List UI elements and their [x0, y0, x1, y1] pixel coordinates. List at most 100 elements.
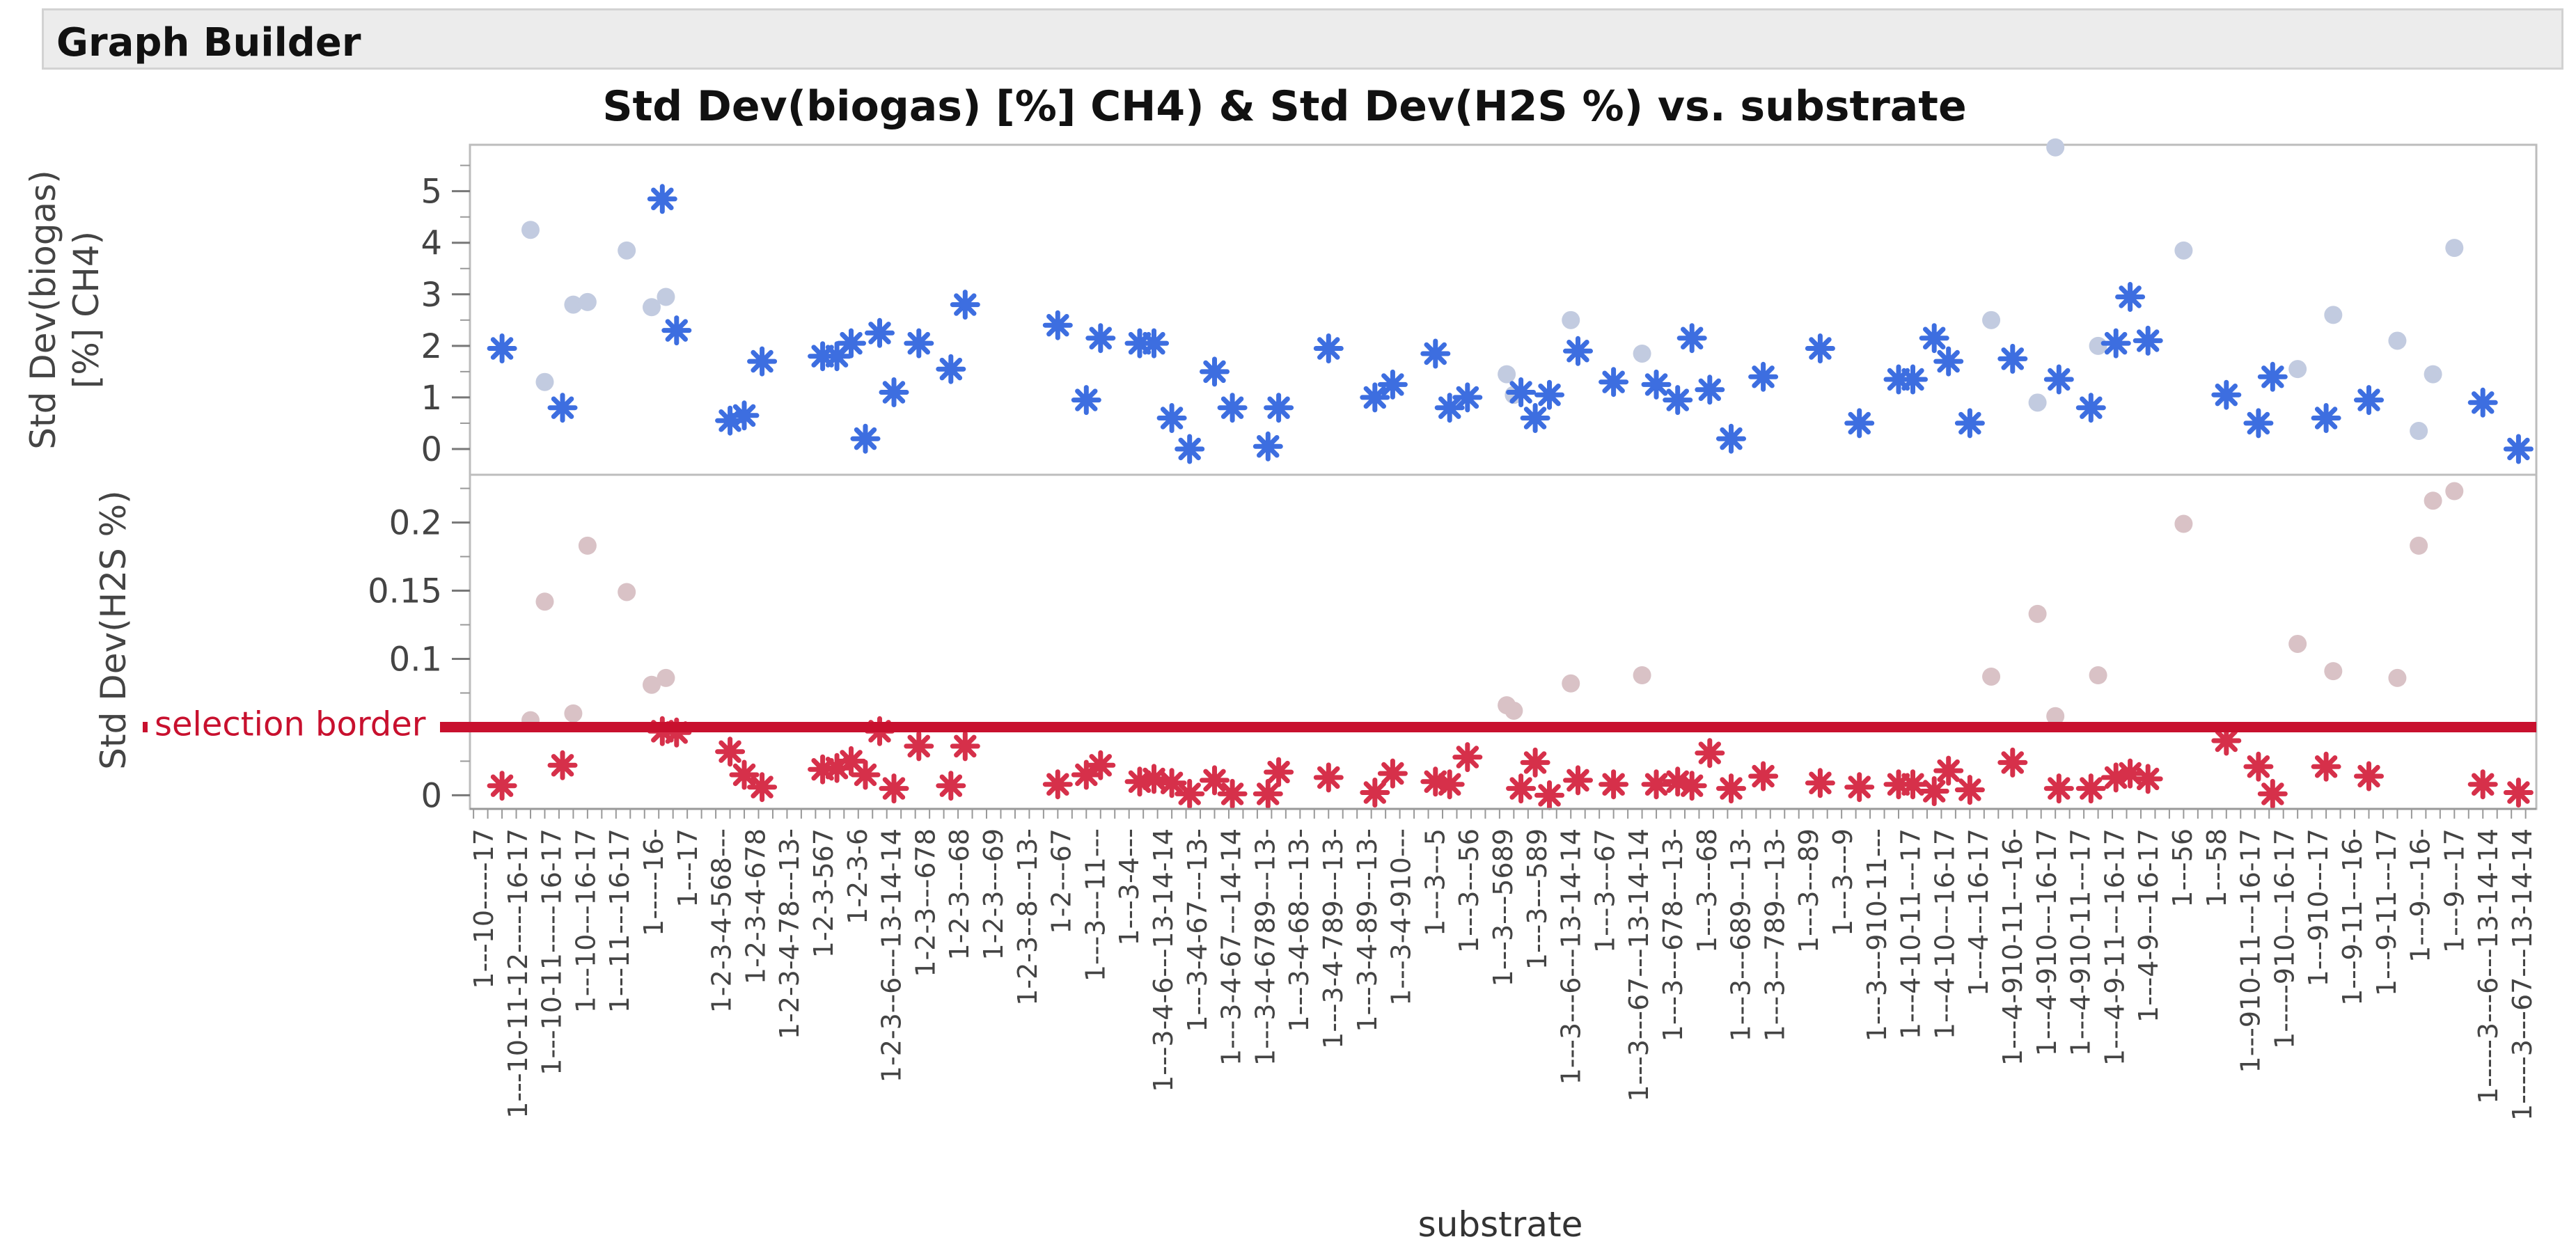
selected-point: [661, 717, 692, 748]
selected-point: [647, 184, 677, 214]
selected-point: [1997, 343, 2028, 374]
y-axis-title: [%] CH4): [66, 231, 107, 388]
selected-point: [950, 290, 980, 320]
unselected-point: [618, 583, 636, 601]
selected-point: [1360, 382, 1390, 413]
selected-point: [822, 753, 852, 783]
unselected-point: [1633, 344, 1651, 363]
selected-point: [1452, 382, 1483, 413]
x-tick-label: 1---4-9---16-17: [2133, 828, 2164, 1023]
selected-point: [1217, 393, 1248, 423]
selected-point: [1534, 379, 1564, 410]
selected-point: [2133, 325, 2163, 356]
x-tick-label: 1---3-4-6---13-14-14: [1148, 828, 1179, 1092]
selected-point: [1420, 338, 1451, 369]
x-tick-label: 1---3---9: [1828, 828, 1858, 936]
selected-point: [1898, 769, 1928, 800]
selected-point: [1085, 323, 1116, 354]
x-tick-label: 1---10-11-----16-17: [537, 828, 567, 1076]
selected-point: [2311, 403, 2341, 433]
selected-point: [2115, 758, 2146, 789]
panel-biogas: 5 4 3 2 1 0 Std Dev(biogas) [%] CH4): [23, 138, 2538, 476]
selected-point: [1599, 769, 1629, 800]
selected-point: [1139, 328, 1169, 359]
x-tick-label: 1---11---16-17: [604, 828, 635, 1013]
x-tick-label: 1---3-4-789---13-: [1318, 828, 1349, 1049]
selected-point: [879, 773, 909, 804]
x-tick-label: 1-----3---6---13-14-14: [2473, 828, 2504, 1104]
x-axis-title: substrate: [1418, 1204, 1583, 1245]
x-tick-label: 1---3---67---13-14-14: [1624, 828, 1654, 1102]
y-tick-label: 0.1: [389, 640, 442, 679]
selected-point: [1264, 393, 1294, 423]
selected-point: [1264, 757, 1294, 787]
selected-point: [850, 423, 881, 454]
y-tick-label: 0.15: [368, 572, 442, 611]
x-tick-label: 1---3---5: [1420, 828, 1450, 936]
unselected-point: [657, 288, 675, 306]
selected-point: [1377, 758, 1408, 789]
x-tick-label: 1---910-11---16-17: [2236, 828, 2266, 1073]
x-tick-label: 1-2-3-4-78---13-: [774, 828, 805, 1039]
x-tick-label: 1-2---67: [1046, 828, 1077, 934]
selected-point: [2100, 328, 2131, 359]
y-tick-label: 5: [421, 173, 442, 212]
selected-point: [850, 759, 881, 790]
unselected-point: [618, 241, 636, 260]
selected-point: [836, 746, 866, 776]
selected-point: [2503, 434, 2534, 464]
selected-point: [2075, 393, 2106, 423]
selected-point: [936, 354, 966, 384]
selected-point: [1563, 336, 1593, 366]
selected-point: [2100, 762, 2131, 793]
selected-point: [2257, 361, 2288, 392]
x-tick-label: 1---9-11---16-: [2337, 828, 2368, 1006]
unselected-point: [1982, 667, 2001, 686]
selected-point: [1898, 364, 1928, 395]
selected-point: [2211, 725, 2242, 756]
selected-point: [879, 377, 909, 407]
selected-point: [1695, 738, 1725, 769]
x-tick-label: 1---3---89: [1793, 828, 1824, 953]
selected-point: [1844, 772, 1875, 803]
x-tick-label: 1-2-3-6: [842, 828, 873, 924]
selected-point: [1663, 385, 1693, 416]
x-tick-label: 1---910---17: [2303, 828, 2334, 986]
x-tick-label: 1---4-910---16-17: [2032, 828, 2062, 1056]
selected-point: [1071, 385, 1101, 416]
selected-point: [2115, 282, 2146, 312]
selected-point: [2243, 408, 2274, 439]
selected-point: [2075, 773, 2106, 804]
y-tick-label: 0: [421, 776, 442, 815]
unselected-point: [657, 668, 675, 687]
unselected-point: [2089, 666, 2107, 684]
y-tick-label: 0: [421, 430, 442, 469]
x-tick-label: 1---3---56: [1454, 828, 1484, 953]
selected-point: [1175, 778, 1205, 809]
x-tick-label: 1---4-910-11---16-: [1997, 828, 2028, 1066]
selected-point: [2043, 773, 2074, 804]
selected-point: [1520, 403, 1550, 433]
selected-point: [1124, 766, 1155, 797]
selected-point: [747, 346, 778, 377]
unselected-point: [1982, 310, 2001, 329]
y-tick-label: 0.2: [389, 504, 442, 543]
y-tick-label: 2: [421, 327, 442, 366]
x-tick-label: 1---3-4-89---13-: [1352, 828, 1383, 1032]
x-tick-label: 1-----16-: [638, 828, 669, 936]
unselected-point: [2046, 707, 2065, 725]
selected-point: [1071, 759, 1101, 790]
unselected-point: [1633, 666, 1651, 684]
unselected-point: [2288, 634, 2307, 653]
selected-point: [1434, 393, 1465, 423]
selected-point: [2211, 379, 2242, 410]
x-tick-label: 1---10---16-17: [570, 828, 601, 1013]
x-tick-label: 1---3-4-68---13-: [1284, 828, 1314, 1032]
unselected-point: [2445, 239, 2464, 258]
unselected-point: [2174, 514, 2193, 533]
selected-point: [1217, 778, 1248, 809]
unselected-point: [2388, 668, 2407, 687]
selected-point: [1716, 773, 1746, 804]
selected-point: [1360, 778, 1390, 808]
